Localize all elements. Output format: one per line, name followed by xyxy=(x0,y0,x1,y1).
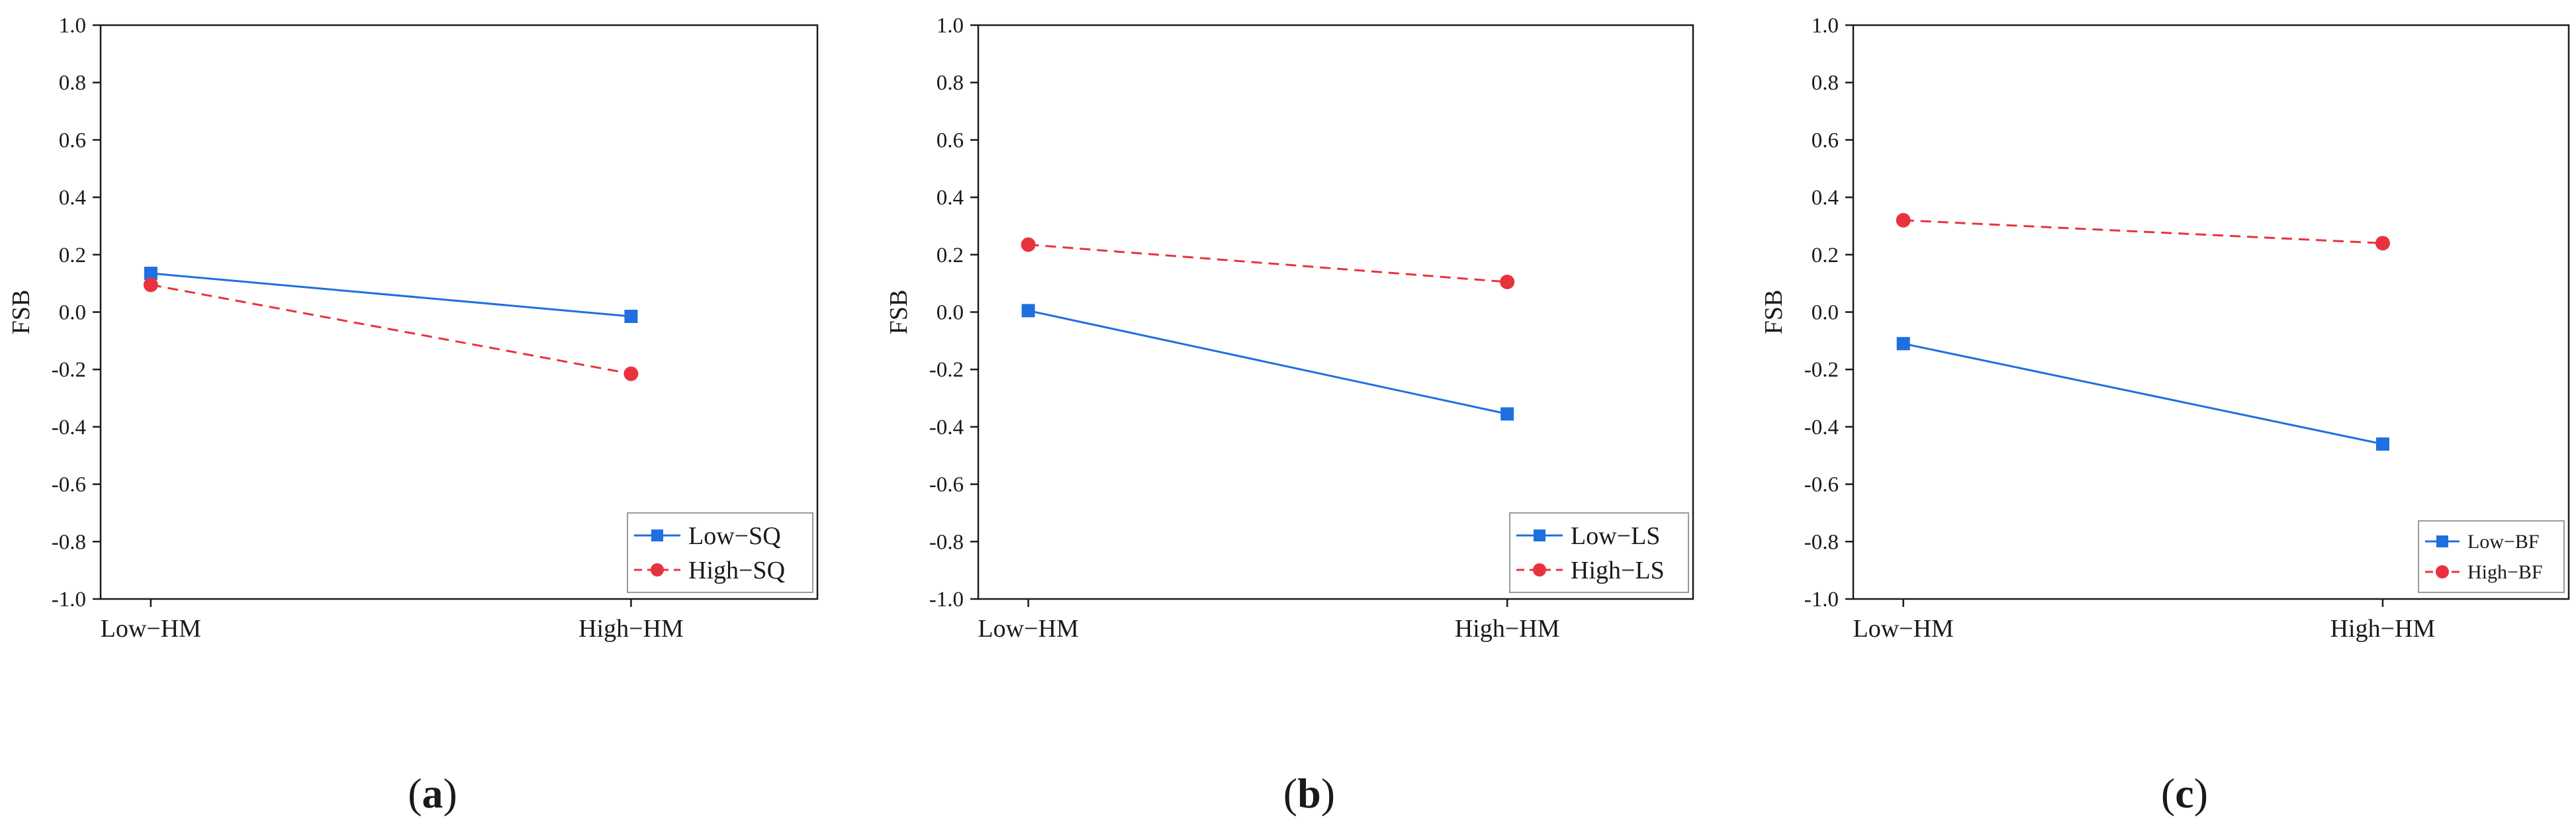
data-point-square xyxy=(144,266,158,280)
legend-label: High−SQ xyxy=(688,557,785,584)
series-line-Low−BF xyxy=(1903,342,2383,445)
panel-label: (b) xyxy=(1283,770,1335,817)
panel-label-close-paren: ) xyxy=(443,770,457,817)
legend-swatch-circle xyxy=(2436,565,2449,578)
data-point-square xyxy=(2375,437,2389,451)
y-tick-label: 0.2 xyxy=(59,244,86,267)
panel-label-open-paren: ( xyxy=(1283,770,1297,817)
panel-label-open-paren: ( xyxy=(408,770,422,817)
legend-swatch-circle xyxy=(1533,563,1546,576)
chart-panel-c: 1.0 0.8 0.6 0.4 0.2 0.0 -0.2 -0.4 -0.6 -0.8 -1.0 FS… xyxy=(1760,14,2570,817)
data-point-circle xyxy=(143,277,158,293)
panel-label-letter: c xyxy=(2175,770,2193,817)
y-tick-label: -1.0 xyxy=(1804,588,1839,612)
y-tick-label: -0.8 xyxy=(929,530,964,554)
panel-label-letter: a xyxy=(422,770,443,817)
y-tick-label: 0.6 xyxy=(937,128,964,152)
plot-frame xyxy=(1852,24,2570,600)
y-tick-label: -0.4 xyxy=(929,416,964,439)
series-line-High−SQ xyxy=(150,283,631,375)
y-tick-label: 0.0 xyxy=(1812,301,1839,325)
y-tick-label: 0.8 xyxy=(59,71,86,95)
series-line-Low−LS xyxy=(1028,309,1508,415)
x-tick-label: High−HM xyxy=(2330,615,2436,643)
legend-swatch-square xyxy=(1534,529,1545,541)
x-tick-label: Low−HM xyxy=(978,615,1078,643)
x-tick-label: Low−HM xyxy=(1853,615,1954,643)
y-axis-label: FSB xyxy=(885,290,913,335)
y-tick-label: 0.4 xyxy=(1812,186,1839,210)
y-tick-label: -0.6 xyxy=(929,473,964,497)
series-line-High−LS xyxy=(1028,244,1508,283)
legend-label: High−BF xyxy=(2467,561,2543,583)
panel-label-open-paren: ( xyxy=(2161,770,2175,817)
legend: Low−LS High−LS xyxy=(1509,512,1689,593)
legend: Low−SQ High−SQ xyxy=(627,512,813,593)
data-point-square xyxy=(1021,304,1035,318)
chart-panel-a: 1.0 0.8 0.6 0.4 0.2 0.0 -0.2 -0.4 -0.6 -0.8 -1.0 FS… xyxy=(7,14,819,817)
panel-label: (c) xyxy=(2161,770,2208,817)
y-tick-label: 0.8 xyxy=(937,71,964,95)
chart-panel-b: 1.0 0.8 0.6 0.4 0.2 0.0 -0.2 -0.4 -0.6 -0.8 -1.0 FS… xyxy=(885,14,1694,817)
y-tick-label: 0.0 xyxy=(937,301,964,325)
data-point-circle xyxy=(1500,274,1515,289)
x-tick-label: High−HM xyxy=(578,615,684,643)
y-tick-label: -0.4 xyxy=(1804,416,1839,439)
y-tick-label: -1.0 xyxy=(52,588,86,612)
data-point-circle xyxy=(623,366,639,381)
panel-label-close-paren: ) xyxy=(1321,770,1335,817)
legend-swatch-square xyxy=(651,529,663,541)
y-tick-label: 0.4 xyxy=(937,186,964,210)
y-tick-label: -0.4 xyxy=(52,416,86,439)
y-axis-label: FSB xyxy=(1760,290,1788,335)
y-tick-label: -0.2 xyxy=(1804,358,1839,382)
y-tick-label: 0.4 xyxy=(59,186,86,210)
x-tick-label: Low−HM xyxy=(101,615,201,643)
y-tick-label: -0.2 xyxy=(929,358,964,382)
y-tick-label: -0.2 xyxy=(52,358,86,382)
y-tick-label: 1.0 xyxy=(937,14,964,38)
y-tick-label: -0.6 xyxy=(1804,473,1839,497)
legend-label: Low−LS xyxy=(1571,522,1660,550)
data-point-circle xyxy=(2375,236,2390,251)
panel-label: (a) xyxy=(408,770,457,817)
y-tick-label: -0.8 xyxy=(52,530,86,554)
y-tick-label: 0.8 xyxy=(1812,71,1839,95)
y-axis-label: FSB xyxy=(7,290,35,335)
y-tick-label: 0.6 xyxy=(1812,128,1839,152)
y-tick-label: 1.0 xyxy=(59,14,86,38)
y-tick-label: 0.2 xyxy=(1812,244,1839,267)
data-point-square xyxy=(1896,337,1910,351)
data-point-circle xyxy=(1021,237,1036,252)
y-tick-label: -0.8 xyxy=(1804,530,1839,554)
panel-label-letter: b xyxy=(1297,770,1321,817)
legend-label: Low−SQ xyxy=(688,522,781,550)
y-tick-label: -0.6 xyxy=(52,473,86,497)
panel-label-close-paren: ) xyxy=(2194,770,2208,817)
legend-box xyxy=(2418,520,2565,593)
series-line-High−BF xyxy=(1903,219,2383,244)
legend-box xyxy=(1509,512,1689,593)
data-point-circle xyxy=(1896,212,1911,228)
y-tick-label: 1.0 xyxy=(1812,14,1839,38)
y-tick-label: 0.0 xyxy=(59,301,86,325)
legend-swatch-circle xyxy=(651,563,664,576)
data-point-square xyxy=(1500,407,1514,421)
series-line-Low−SQ xyxy=(150,272,631,318)
legend-label: Low−BF xyxy=(2467,531,2540,553)
legend-label: High−LS xyxy=(1571,557,1665,584)
x-tick-label: High−HM xyxy=(1455,615,1560,643)
legend-swatch-square xyxy=(2436,535,2448,547)
legend: Low−BF High−BF xyxy=(2418,520,2565,593)
y-tick-label: -1.0 xyxy=(929,588,964,612)
legend-box xyxy=(627,512,813,593)
y-tick-label: 0.2 xyxy=(937,244,964,267)
y-tick-label: 0.6 xyxy=(59,128,86,152)
data-point-square xyxy=(624,310,638,324)
